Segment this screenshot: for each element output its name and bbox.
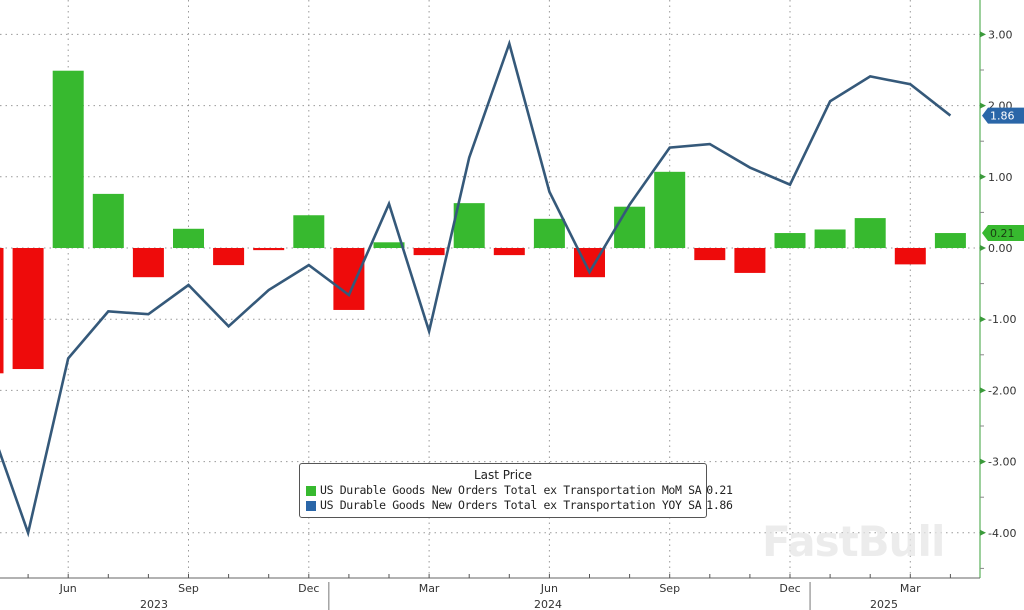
bar	[0, 248, 4, 374]
bar	[614, 206, 646, 248]
x-tick-label: Jun	[59, 582, 77, 595]
y-tick-label: 3.00	[988, 28, 1013, 41]
legend-swatch-yoy	[306, 500, 316, 511]
year-label: 2024	[534, 598, 562, 610]
legend-swatch-mom	[306, 485, 316, 496]
bar	[814, 229, 846, 248]
bar	[734, 248, 766, 273]
last-value-tag: 0.21	[990, 227, 1015, 240]
bar	[493, 248, 525, 256]
bar	[453, 203, 485, 248]
bar	[654, 171, 686, 248]
legend-title: Last Price	[473, 468, 533, 482]
bar	[694, 248, 726, 261]
bar	[173, 228, 204, 248]
bar	[774, 233, 806, 248]
x-tick-label: Mar	[419, 582, 440, 595]
x-tick-label: Jun	[540, 582, 558, 595]
bar	[12, 248, 44, 370]
last-value-tags: 1.86 0.21	[982, 107, 1024, 242]
legend-label-mom: US Durable Goods New Orders Total ex Tra…	[320, 483, 702, 497]
y-tick-label: -1.00	[988, 313, 1016, 326]
y-tick-label: -3.00	[988, 456, 1016, 469]
x-tick-label: Dec	[779, 582, 800, 595]
yoy-line	[0, 39, 952, 538]
legend-value-yoy: 1.86	[706, 498, 733, 512]
legend: Last Price US Durable Goods New Orders T…	[299, 463, 733, 518]
bar	[132, 248, 164, 278]
x-tick-label: Sep	[659, 582, 680, 595]
bar	[213, 248, 245, 266]
y-tick-label: -2.00	[988, 384, 1016, 397]
bar	[333, 248, 365, 310]
legend-label-yoy: US Durable Goods New Orders Total ex Tra…	[320, 498, 702, 512]
x-tick-label: Mar	[900, 582, 921, 595]
gridlines	[0, 0, 980, 578]
x-tick-label: Dec	[298, 582, 319, 595]
bar	[373, 242, 405, 248]
y-tick-label: 1.00	[988, 171, 1013, 184]
bar	[293, 215, 325, 248]
bar	[934, 233, 966, 248]
legend-value-mom: 0.21	[706, 483, 733, 497]
bar	[92, 193, 124, 248]
bar	[52, 70, 84, 248]
last-value-tag: 1.86	[990, 110, 1015, 123]
bar	[854, 218, 886, 248]
bar	[413, 248, 445, 256]
x-tick-label: Sep	[178, 582, 199, 595]
mom-bars	[0, 70, 966, 374]
y-tick-label: -4.00	[988, 527, 1016, 540]
bar	[253, 248, 285, 251]
year-label: 2023	[140, 598, 168, 610]
year-label: 2025	[870, 598, 898, 610]
bar	[894, 248, 926, 265]
y-tick-label: 0.00	[988, 242, 1013, 255]
legend-item-yoy: US Durable Goods New Orders Total ex Tra…	[306, 498, 733, 513]
bar	[533, 218, 565, 248]
legend-item-mom: US Durable Goods New Orders Total ex Tra…	[306, 483, 733, 498]
